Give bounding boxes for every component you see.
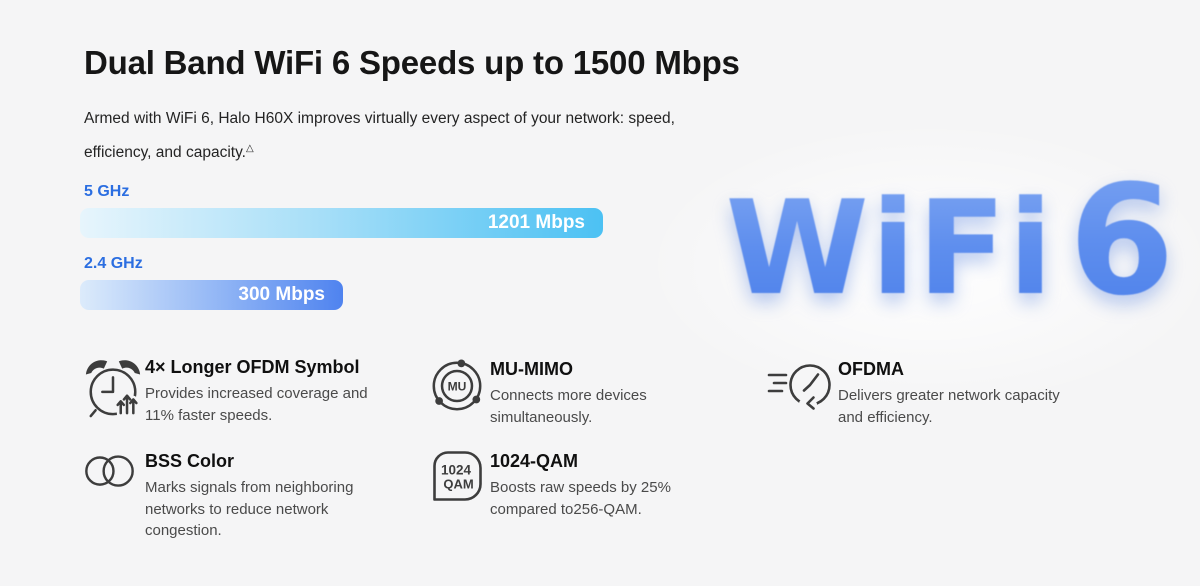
feature-title: 4× Longer OFDM Symbol bbox=[145, 357, 360, 377]
bss-color-circles-icon bbox=[80, 449, 145, 493]
feature-title: 1024-QAM bbox=[490, 451, 579, 471]
alarm-clock-icon bbox=[80, 355, 145, 421]
feature-ofdm-symbol: 4× Longer OFDM Symbol Provides increased… bbox=[80, 355, 390, 426]
page-title: Dual Band WiFi 6 Speeds up to 1500 Mbps bbox=[84, 44, 740, 81]
speed-value-5ghz: 1201 Mbps bbox=[487, 212, 585, 233]
feature-title: BSS Color bbox=[145, 451, 235, 471]
band-label-24ghz: 2.4 GHz bbox=[84, 255, 143, 272]
feature-ofdma: OFDMA Delivers greater network capacity … bbox=[764, 357, 1094, 428]
feature-description: Delivers greater network capacity and ef… bbox=[838, 387, 1060, 426]
mu-icon-label: MU bbox=[447, 379, 466, 393]
subtitle-text: Armed with WiFi 6, Halo H60X improves vi… bbox=[84, 110, 675, 162]
qam-icon-line2: QAM bbox=[443, 477, 473, 492]
feature-description: Marks signals from neighboring networks … bbox=[145, 479, 354, 539]
feature-description: Boosts raw speeds by 25% compared to256-… bbox=[490, 479, 671, 518]
band-label-5ghz: 5 GHz bbox=[84, 183, 130, 200]
feature-description: Provides increased coverage and 11% fast… bbox=[145, 385, 368, 424]
footnote-marker: △ bbox=[245, 143, 254, 154]
feature-title: MU-MIMO bbox=[490, 359, 573, 379]
page-subtitle: Armed with WiFi 6, Halo H60X improves vi… bbox=[84, 104, 675, 168]
feature-1024-qam: 1024 QAM 1024-QAM Boosts raw speeds by 2… bbox=[423, 449, 723, 520]
qam-icon-line1: 1024 bbox=[440, 463, 471, 478]
wifi6-watermark: WiFi 6 bbox=[700, 152, 1200, 329]
speed-bar-24ghz: 300 Mbps bbox=[80, 280, 343, 310]
speed-value-24ghz: 300 Mbps bbox=[238, 284, 325, 305]
mu-mimo-icon: MU bbox=[423, 357, 490, 415]
wifi6-watermark-word: WiFi bbox=[725, 172, 1055, 324]
feature-title: OFDMA bbox=[838, 359, 904, 379]
feature-bss-color: BSS Color Marks signals from neighboring… bbox=[80, 449, 390, 542]
qam-badge-icon: 1024 QAM bbox=[423, 449, 490, 503]
ofdma-clock-icon bbox=[764, 357, 838, 415]
wifi6-watermark-number: 6 bbox=[1068, 152, 1175, 329]
feature-mu-mimo: MU MU-MIMO Connects more devices simulta… bbox=[423, 357, 723, 428]
speed-bar-5ghz: 1201 Mbps bbox=[80, 208, 603, 238]
feature-description: Connects more devices simultaneously. bbox=[490, 387, 647, 426]
